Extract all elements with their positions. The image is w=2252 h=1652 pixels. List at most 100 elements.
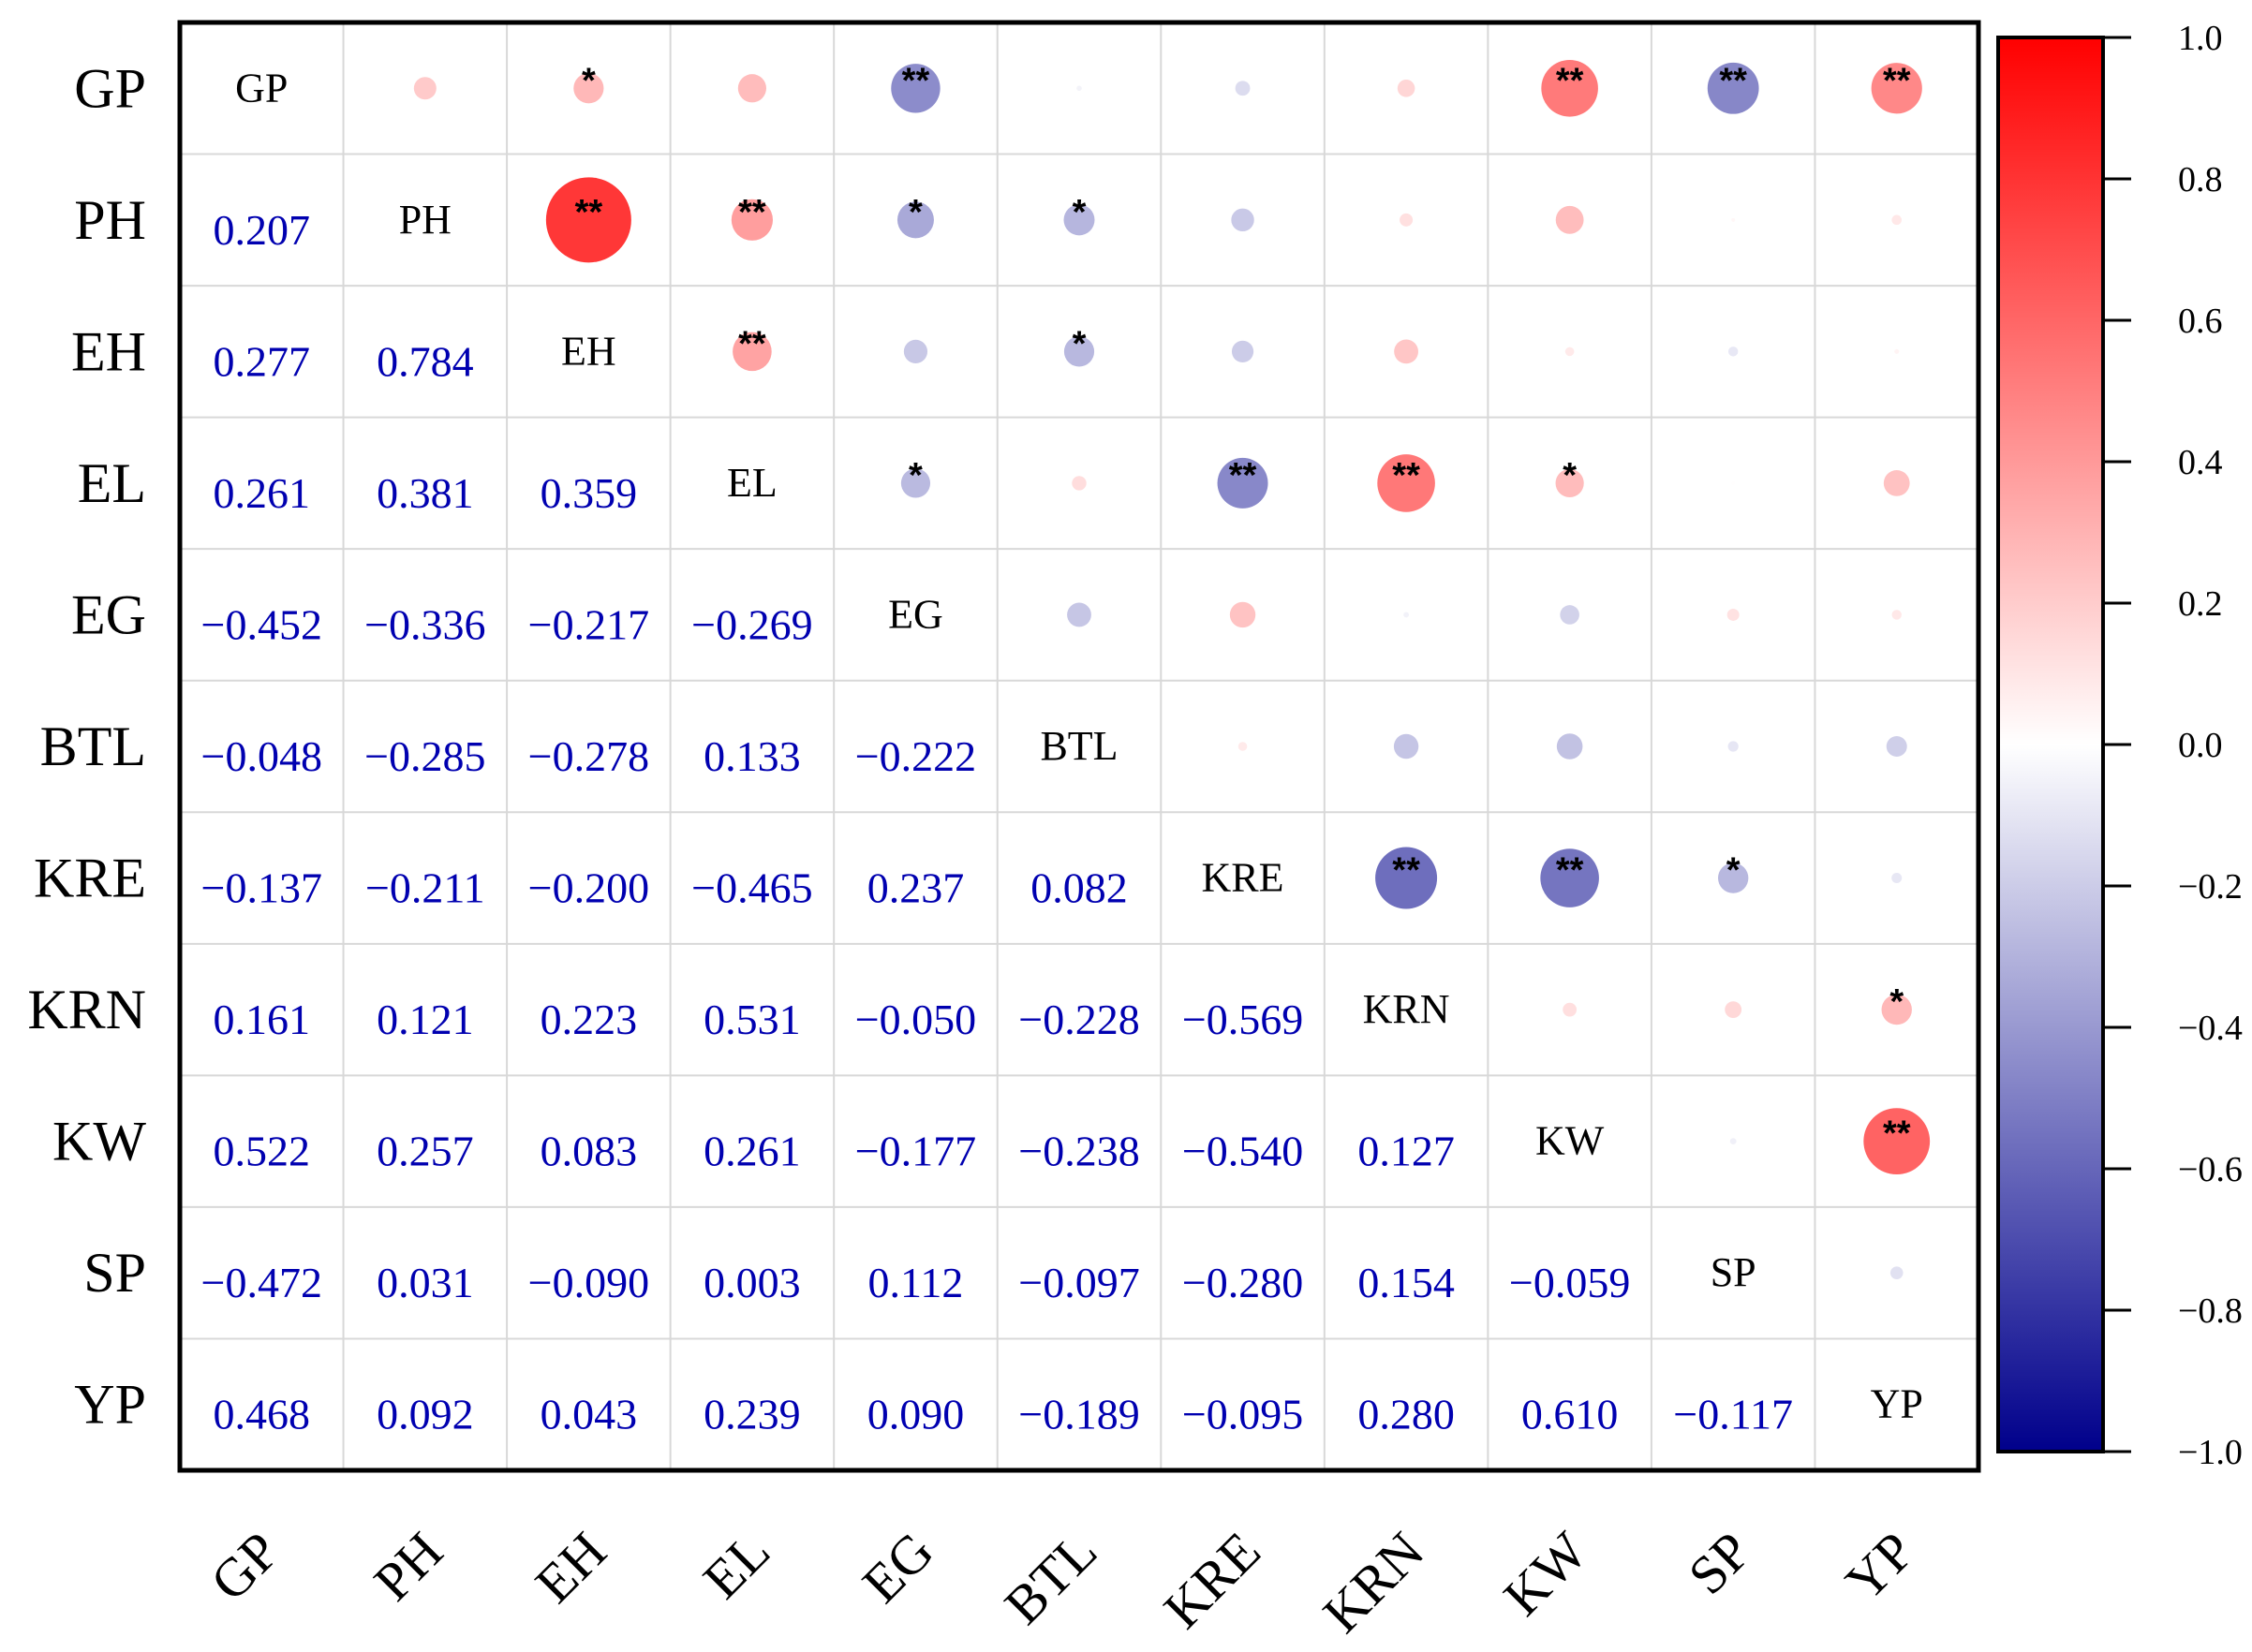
correlation-value: 0.031 bbox=[377, 1259, 474, 1306]
row-label: YP bbox=[74, 1374, 146, 1436]
correlation-value: 0.359 bbox=[541, 469, 638, 517]
correlation-circle bbox=[1063, 336, 1095, 367]
significance-mark: ** bbox=[1556, 61, 1584, 100]
colorbar-tick-label: −0.2 bbox=[2178, 867, 2243, 907]
column-label: EH bbox=[524, 1520, 618, 1615]
diagonal-label: SP bbox=[1711, 1249, 1756, 1295]
correlation-circle bbox=[1894, 348, 1900, 354]
correlation-circle bbox=[733, 332, 772, 372]
significance-mark: ** bbox=[1392, 456, 1420, 495]
correlation-value: −0.211 bbox=[365, 864, 485, 912]
correlation-circle bbox=[1217, 457, 1268, 509]
significance-mark: * bbox=[1563, 456, 1577, 495]
correlation-value: 0.261 bbox=[704, 1128, 801, 1175]
significance-mark: * bbox=[1073, 193, 1087, 232]
column-label: KW bbox=[1492, 1520, 1599, 1627]
correlation-value: 0.127 bbox=[1357, 1128, 1455, 1175]
correlation-circle bbox=[1891, 214, 1903, 226]
correlation-value: −0.540 bbox=[1182, 1128, 1303, 1175]
correlation-circle bbox=[1072, 476, 1087, 491]
correlation-circle bbox=[1731, 217, 1736, 222]
significance-mark: * bbox=[1889, 982, 1904, 1022]
significance-mark: ** bbox=[738, 324, 766, 363]
correlation-value: −0.285 bbox=[364, 732, 485, 780]
row-label: EL bbox=[78, 452, 146, 514]
correlation-value: 0.154 bbox=[1357, 1259, 1455, 1306]
correlation-circle bbox=[1726, 608, 1740, 621]
correlation-circle bbox=[1563, 1002, 1578, 1017]
correlation-circle bbox=[1891, 610, 1902, 620]
column-label: YP bbox=[1834, 1520, 1926, 1612]
correlation-value: −0.200 bbox=[528, 864, 649, 912]
correlation-value: 0.043 bbox=[541, 1391, 638, 1438]
diagonal-label: KRN bbox=[1363, 986, 1450, 1032]
correlation-value: 0.610 bbox=[1521, 1391, 1619, 1438]
colorbar-tick-label: −1.0 bbox=[2178, 1433, 2243, 1472]
colorbar-tick-label: 0.2 bbox=[2178, 584, 2223, 624]
correlation-value: −0.452 bbox=[201, 600, 322, 648]
diagonal-label: GP bbox=[235, 65, 288, 111]
correlation-circle bbox=[1891, 873, 1903, 884]
colorbar-tick-label: 0.4 bbox=[2178, 443, 2223, 482]
correlation-circle bbox=[1067, 602, 1091, 627]
correlation-value: 0.003 bbox=[704, 1259, 801, 1306]
colorbar-tick-label: 0.8 bbox=[2178, 160, 2223, 199]
correlation-value: 0.237 bbox=[867, 864, 965, 912]
correlation-circle bbox=[545, 177, 631, 263]
significance-mark: * bbox=[909, 193, 923, 232]
colorbar-tick-label: −0.8 bbox=[2178, 1291, 2243, 1331]
column-labels: GP PH EH EL EG BTL KRE KRN KW SP YP bbox=[199, 1520, 1926, 1645]
correlation-value: 0.223 bbox=[541, 996, 638, 1043]
column-label: PH bbox=[363, 1520, 454, 1612]
correlation-circle bbox=[1063, 204, 1095, 236]
row-label: KRE bbox=[34, 848, 146, 909]
correlation-value: −0.050 bbox=[855, 996, 976, 1043]
correlation-value: −0.336 bbox=[364, 600, 485, 648]
correlation-value: −0.177 bbox=[855, 1128, 976, 1175]
correlation-circle bbox=[903, 339, 928, 363]
correlation-circle bbox=[1377, 454, 1435, 512]
correlation-value: 0.261 bbox=[214, 469, 311, 517]
row-label: KW bbox=[52, 1111, 146, 1173]
column-label: KRN bbox=[1311, 1520, 1436, 1645]
colorbar-tick-label: 0.0 bbox=[2178, 726, 2223, 765]
correlation-value: −0.472 bbox=[201, 1259, 322, 1306]
grid-lines bbox=[180, 22, 1978, 1470]
correlation-circle bbox=[1871, 63, 1922, 114]
correlation-value: 0.257 bbox=[377, 1128, 474, 1175]
correlation-value: −0.278 bbox=[528, 732, 649, 780]
row-label: PH bbox=[74, 189, 146, 251]
row-label: KRN bbox=[27, 979, 146, 1040]
diagonal-label: EG bbox=[888, 591, 943, 637]
correlation-value: 0.468 bbox=[214, 1391, 311, 1438]
correlation-value: 0.161 bbox=[214, 996, 311, 1043]
significance-mark: ** bbox=[1883, 1114, 1911, 1154]
correlation-value: 0.082 bbox=[1030, 864, 1128, 912]
correlation-value: 0.121 bbox=[377, 996, 474, 1043]
correlation-circle bbox=[1400, 213, 1414, 227]
correlation-value: 0.112 bbox=[868, 1259, 964, 1306]
row-label: EH bbox=[71, 320, 146, 382]
colorbar-ticks: 1.0 0.8 0.6 0.4 0.2 0.0 −0.2 −0.4 −0.6 −0.8 −1.0 bbox=[2103, 19, 2243, 1472]
correlation-value: −0.048 bbox=[201, 732, 322, 780]
column-label: SP bbox=[1677, 1520, 1763, 1606]
correlation-circle bbox=[737, 74, 767, 103]
correlation-circle bbox=[1541, 59, 1598, 117]
significance-mark: * bbox=[909, 456, 923, 495]
correlation-circle bbox=[1886, 736, 1907, 757]
colorbar-tick-label: 0.6 bbox=[2178, 302, 2223, 341]
significance-mark: ** bbox=[575, 193, 603, 232]
significance-mark: ** bbox=[902, 61, 930, 100]
diagonal-label: KRE bbox=[1202, 855, 1284, 901]
correlation-circle bbox=[1555, 468, 1584, 498]
correlation-value: 0.239 bbox=[704, 1391, 801, 1438]
correlation-value: 0.784 bbox=[377, 337, 474, 385]
correlation-value: −0.090 bbox=[528, 1259, 649, 1306]
correlation-circle bbox=[1725, 1001, 1742, 1018]
diagonal-label: PH bbox=[399, 197, 452, 243]
plot-frame bbox=[177, 20, 1981, 1473]
column-label: GP bbox=[199, 1520, 290, 1612]
correlation-circle bbox=[1403, 612, 1409, 618]
correlation-value: −0.269 bbox=[691, 600, 812, 648]
